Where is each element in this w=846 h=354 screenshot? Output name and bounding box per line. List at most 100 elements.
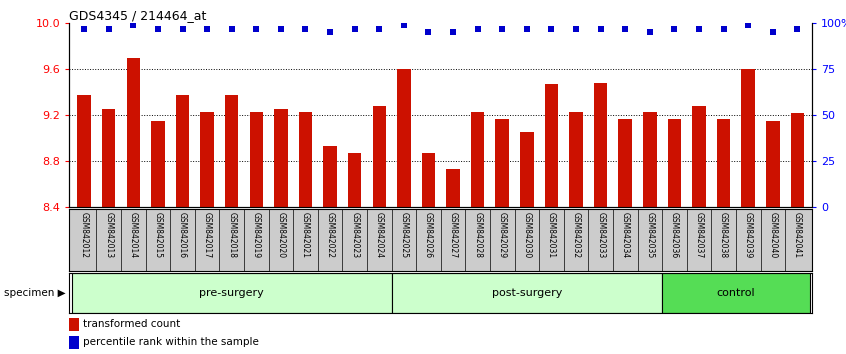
Text: GSM842015: GSM842015 bbox=[153, 212, 162, 258]
Point bbox=[643, 29, 656, 35]
Point bbox=[102, 26, 116, 32]
Text: GSM842037: GSM842037 bbox=[695, 212, 704, 258]
Bar bbox=[372, 106, 386, 207]
Bar bbox=[618, 119, 632, 207]
Bar bbox=[102, 109, 116, 207]
Bar bbox=[496, 119, 509, 207]
Point bbox=[348, 26, 361, 32]
Point bbox=[372, 26, 386, 32]
Point bbox=[569, 26, 583, 32]
Point bbox=[397, 22, 410, 28]
Text: GSM842032: GSM842032 bbox=[572, 212, 580, 258]
Point bbox=[274, 26, 288, 32]
Bar bbox=[225, 96, 239, 207]
Point bbox=[176, 26, 190, 32]
Bar bbox=[348, 153, 361, 207]
Text: GSM842028: GSM842028 bbox=[473, 212, 482, 258]
Point bbox=[520, 26, 534, 32]
Point bbox=[618, 26, 632, 32]
Text: GSM842022: GSM842022 bbox=[326, 212, 334, 258]
Text: GSM842034: GSM842034 bbox=[621, 212, 629, 258]
Bar bbox=[569, 112, 583, 207]
Text: transformed count: transformed count bbox=[83, 319, 180, 329]
Text: GSM842023: GSM842023 bbox=[350, 212, 360, 258]
Point bbox=[766, 29, 779, 35]
Bar bbox=[520, 132, 534, 207]
Text: GSM842017: GSM842017 bbox=[202, 212, 212, 258]
Bar bbox=[692, 106, 706, 207]
Text: percentile rank within the sample: percentile rank within the sample bbox=[83, 337, 259, 347]
Point bbox=[545, 26, 558, 32]
Text: GSM842038: GSM842038 bbox=[719, 212, 728, 258]
Point bbox=[447, 29, 460, 35]
Text: GSM842029: GSM842029 bbox=[497, 212, 507, 258]
Text: GSM842031: GSM842031 bbox=[547, 212, 556, 258]
Bar bbox=[791, 113, 805, 207]
Bar bbox=[69, 336, 79, 348]
Text: GSM842018: GSM842018 bbox=[228, 212, 236, 258]
Point bbox=[225, 26, 239, 32]
Text: control: control bbox=[717, 288, 755, 298]
Text: specimen ▶: specimen ▶ bbox=[4, 288, 66, 298]
Bar bbox=[201, 112, 214, 207]
Bar bbox=[77, 96, 91, 207]
Bar bbox=[766, 121, 779, 207]
Text: GSM842033: GSM842033 bbox=[596, 212, 605, 258]
Bar bbox=[69, 318, 79, 331]
Text: GSM842014: GSM842014 bbox=[129, 212, 138, 258]
Text: GSM842036: GSM842036 bbox=[670, 212, 679, 258]
Point bbox=[717, 26, 730, 32]
Text: GSM842035: GSM842035 bbox=[645, 212, 654, 258]
Text: GSM842019: GSM842019 bbox=[252, 212, 261, 258]
Bar bbox=[594, 83, 607, 207]
Text: pre-surgery: pre-surgery bbox=[200, 288, 264, 298]
Bar bbox=[299, 112, 312, 207]
Bar bbox=[127, 57, 140, 207]
Bar bbox=[421, 153, 435, 207]
Bar bbox=[545, 84, 558, 207]
Text: post-surgery: post-surgery bbox=[492, 288, 562, 298]
Point bbox=[471, 26, 485, 32]
Text: GSM842012: GSM842012 bbox=[80, 212, 89, 258]
Bar bbox=[176, 96, 190, 207]
Text: GSM842026: GSM842026 bbox=[424, 212, 433, 258]
Text: GSM842020: GSM842020 bbox=[277, 212, 285, 258]
Text: GSM842039: GSM842039 bbox=[744, 212, 753, 258]
Point bbox=[496, 26, 509, 32]
Point bbox=[77, 26, 91, 32]
Bar bbox=[151, 121, 165, 207]
Text: GSM842013: GSM842013 bbox=[104, 212, 113, 258]
Point bbox=[201, 26, 214, 32]
Point bbox=[741, 22, 755, 28]
Point bbox=[667, 26, 681, 32]
Bar bbox=[662, 273, 810, 313]
Text: GDS4345 / 214464_at: GDS4345 / 214464_at bbox=[69, 9, 206, 22]
Point bbox=[791, 26, 805, 32]
Bar bbox=[392, 273, 662, 313]
Text: GSM842040: GSM842040 bbox=[768, 212, 777, 258]
Bar bbox=[741, 69, 755, 207]
Point bbox=[250, 26, 263, 32]
Point bbox=[299, 26, 312, 32]
Point bbox=[151, 26, 165, 32]
Bar bbox=[250, 112, 263, 207]
Bar bbox=[72, 273, 392, 313]
Point bbox=[594, 26, 607, 32]
Bar bbox=[643, 112, 656, 207]
Text: GSM842027: GSM842027 bbox=[448, 212, 458, 258]
Text: GSM842041: GSM842041 bbox=[793, 212, 802, 258]
Text: GSM842025: GSM842025 bbox=[399, 212, 409, 258]
Text: GSM842016: GSM842016 bbox=[178, 212, 187, 258]
Point bbox=[127, 22, 140, 28]
Text: GSM842021: GSM842021 bbox=[301, 212, 310, 258]
Bar bbox=[397, 69, 410, 207]
Bar bbox=[471, 112, 485, 207]
Bar bbox=[717, 119, 730, 207]
Bar bbox=[323, 146, 337, 207]
Bar bbox=[274, 109, 288, 207]
Bar bbox=[667, 119, 681, 207]
Point bbox=[421, 29, 435, 35]
Point bbox=[323, 29, 337, 35]
Bar bbox=[447, 169, 460, 207]
Text: GSM842030: GSM842030 bbox=[522, 212, 531, 258]
